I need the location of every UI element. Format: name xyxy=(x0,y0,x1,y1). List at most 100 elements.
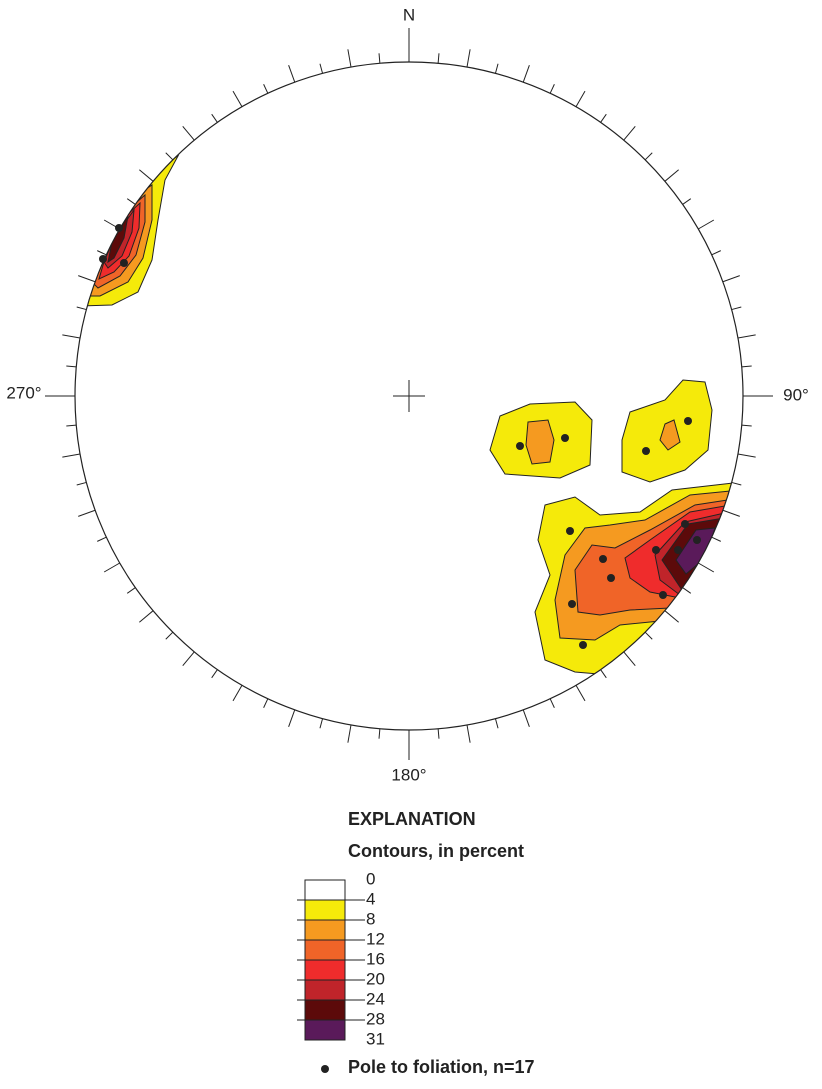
pole xyxy=(674,546,682,554)
tick xyxy=(347,49,352,68)
tick xyxy=(722,275,740,283)
tick xyxy=(165,631,174,640)
pole xyxy=(684,417,692,425)
tick xyxy=(741,365,752,368)
tick xyxy=(263,698,269,708)
tick xyxy=(682,587,692,594)
tick xyxy=(737,453,756,458)
tick xyxy=(139,610,154,623)
legend-level: 24 xyxy=(366,989,385,1008)
tick xyxy=(600,113,607,123)
pole xyxy=(579,641,587,649)
tick xyxy=(103,562,120,573)
legend-title: EXPLANATION xyxy=(348,809,476,829)
tick xyxy=(437,728,440,739)
pole-label: Pole to foliation, n=17 xyxy=(348,1057,535,1077)
legend-level: 16 xyxy=(366,949,385,968)
tick-ring xyxy=(62,49,756,743)
tick xyxy=(139,169,154,182)
tick xyxy=(97,536,107,542)
contour-8 xyxy=(659,419,681,451)
tick xyxy=(522,65,530,83)
tick xyxy=(78,509,96,517)
tick xyxy=(78,275,96,283)
tick xyxy=(644,631,653,640)
tick xyxy=(549,698,555,708)
tick xyxy=(182,126,195,141)
tick xyxy=(466,724,471,743)
legend-level: 4 xyxy=(366,889,375,908)
tick xyxy=(682,198,692,205)
tick xyxy=(288,709,296,727)
tick xyxy=(549,84,555,94)
tick xyxy=(263,84,269,94)
pole xyxy=(642,447,650,455)
tick xyxy=(722,509,740,517)
tick xyxy=(66,365,77,368)
tick xyxy=(664,610,679,623)
pole xyxy=(599,555,607,563)
tick xyxy=(66,424,77,427)
legend-level: 20 xyxy=(366,969,385,988)
pole xyxy=(607,574,615,582)
legend-swatch xyxy=(304,979,346,1001)
south-label: 180° xyxy=(391,765,426,784)
tick xyxy=(126,198,136,205)
contour-8 xyxy=(525,419,555,465)
pole xyxy=(693,536,701,544)
tick xyxy=(698,562,715,573)
tick xyxy=(437,53,440,64)
pole xyxy=(99,255,107,263)
tick xyxy=(62,453,81,458)
pole xyxy=(115,224,123,232)
tick xyxy=(623,126,636,141)
tick xyxy=(494,718,499,729)
pole-symbol xyxy=(321,1065,329,1073)
legend-level: 0 xyxy=(366,869,375,888)
pole xyxy=(566,527,574,535)
tick xyxy=(741,424,752,427)
legend-subtitle: Contours, in percent xyxy=(348,841,524,861)
legend-swatch xyxy=(304,1019,346,1041)
tick xyxy=(378,53,381,64)
tick xyxy=(737,334,756,339)
contours xyxy=(75,154,743,676)
tick xyxy=(211,669,218,679)
tick xyxy=(97,250,107,256)
legend-level: 28 xyxy=(366,1009,385,1028)
tick xyxy=(347,724,352,743)
east-label: 90° xyxy=(783,385,809,404)
legend-swatch xyxy=(304,999,346,1021)
legend-level: 31 xyxy=(366,1029,385,1048)
tick xyxy=(575,685,586,702)
pole xyxy=(568,600,576,608)
tick xyxy=(600,669,607,679)
tick xyxy=(644,152,653,161)
tick xyxy=(182,651,195,666)
legend-swatch xyxy=(304,959,346,981)
tick xyxy=(319,718,324,729)
north-label: N xyxy=(403,5,415,24)
legend-level: 8 xyxy=(366,909,375,928)
tick xyxy=(711,536,721,542)
tick xyxy=(731,481,742,486)
legend-swatch xyxy=(304,919,346,941)
tick xyxy=(378,728,381,739)
tick xyxy=(319,63,324,74)
tick xyxy=(466,49,471,68)
tick xyxy=(62,334,81,339)
west-label: 270° xyxy=(6,383,41,402)
tick xyxy=(494,63,499,74)
pole xyxy=(652,546,660,554)
tick xyxy=(731,306,742,311)
tick xyxy=(288,65,296,83)
pole xyxy=(561,434,569,442)
tick xyxy=(232,90,243,107)
pole xyxy=(659,591,667,599)
tick xyxy=(211,113,218,123)
tick xyxy=(698,219,715,230)
tick xyxy=(711,250,721,256)
pole xyxy=(120,259,128,267)
